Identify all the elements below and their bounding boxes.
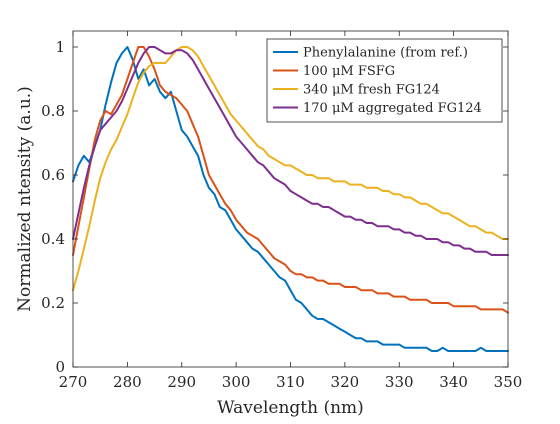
series-layer — [72, 46, 509, 352]
legend: Phenylalanine (from ref.) 100 μM FSFG 340 … — [266, 38, 503, 123]
legend-box — [266, 38, 503, 123]
y-axis-title: Normalized ntensity (a.u.) — [15, 86, 35, 312]
series-line-1 — [72, 46, 509, 352]
x-tick-label: 290 — [167, 373, 196, 391]
y-tick-label: 0.6 — [41, 166, 65, 184]
legend-label: 100 μM FSFG — [303, 64, 395, 79]
x-tick-label: 270 — [59, 373, 88, 391]
series-line-3 — [72, 46, 509, 292]
y-tick-label: 0.2 — [41, 294, 65, 312]
y-tick-label: 0 — [55, 358, 65, 376]
series-line-4 — [72, 46, 509, 256]
x-tick-label: 280 — [113, 373, 142, 391]
y-tick-label: 0.4 — [41, 230, 65, 248]
y-tick-label: 0.8 — [41, 102, 65, 120]
legend-label: 340 μM fresh FG124 — [303, 83, 440, 98]
x-tick-label: 310 — [276, 373, 305, 391]
legend-label: Phenylalanine (from ref.) — [303, 46, 468, 61]
x-tick-label: 300 — [222, 373, 251, 391]
legend-label: 170 μM aggregated FG124 — [303, 101, 482, 116]
x-tick-label: 330 — [385, 373, 414, 391]
x-tick-label: 320 — [331, 373, 360, 391]
axes-layer: 270 280 290 300 310 320 330 340 350 0 0.2 0.4 0.6 0.8… — [41, 30, 523, 391]
x-tick-label: 340 — [439, 373, 468, 391]
x-axis-title: Wavelength (nm) — [217, 398, 364, 418]
y-tick-label: 1 — [55, 38, 65, 56]
x-tick-label: 350 — [494, 373, 523, 391]
